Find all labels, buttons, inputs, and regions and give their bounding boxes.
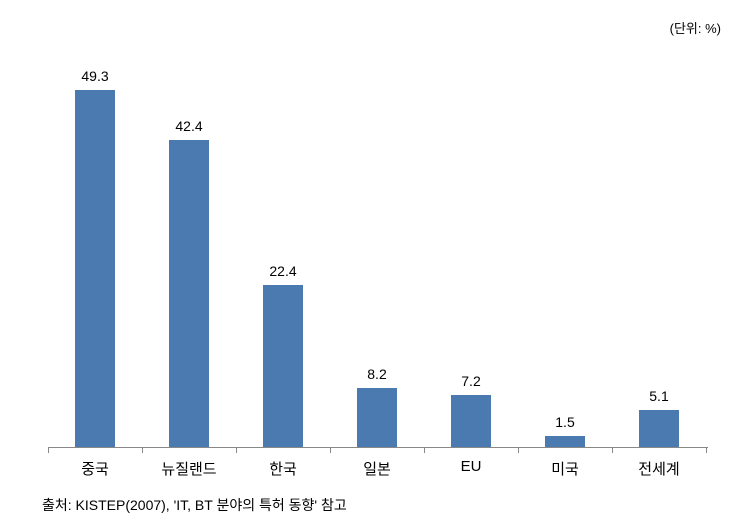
axis-tick xyxy=(142,448,143,453)
axis-tick xyxy=(518,448,519,453)
bar xyxy=(75,90,115,447)
x-axis-label: 일본 xyxy=(330,458,424,479)
bar-value-label: 7.2 xyxy=(461,373,480,389)
bar-group: 49.3 xyxy=(48,50,142,447)
x-axis-label: 중국 xyxy=(48,458,142,479)
bar-group: 7.2 xyxy=(424,50,518,447)
x-axis-label: EU xyxy=(424,458,518,475)
x-axis-label: 한국 xyxy=(236,458,330,479)
bar xyxy=(451,395,491,447)
bar-value-label: 42.4 xyxy=(175,118,202,134)
chart-plot-area: 49.3 42.4 22.4 8.2 7.2 1.5 5.1 xyxy=(48,50,708,448)
bar xyxy=(639,410,679,447)
axis-tick xyxy=(48,448,49,453)
bar xyxy=(545,436,585,447)
bar-group: 22.4 xyxy=(236,50,330,447)
axis-tick xyxy=(330,448,331,453)
axis-tick xyxy=(424,448,425,453)
x-axis-label: 뉴질랜드 xyxy=(142,458,236,479)
x-axis-labels: 중국뉴질랜드한국일본EU미국전세계 xyxy=(48,452,708,480)
x-axis-label: 미국 xyxy=(518,458,612,479)
source-citation: 출처: KISTEP(2007), 'IT, BT 분야의 특허 동향' 참고 xyxy=(42,495,347,515)
bar-value-label: 22.4 xyxy=(269,263,296,279)
bar-group: 8.2 xyxy=(330,50,424,447)
axis-tick xyxy=(612,448,613,453)
axis-tick xyxy=(236,448,237,453)
bar xyxy=(263,285,303,447)
x-axis-label: 전세계 xyxy=(612,458,706,479)
bar-group: 1.5 xyxy=(518,50,612,447)
unit-label: (단위: %) xyxy=(670,18,721,37)
bar-value-label: 1.5 xyxy=(555,414,574,430)
axis-tick xyxy=(706,448,707,453)
bar-value-label: 5.1 xyxy=(649,388,668,404)
bar-value-label: 49.3 xyxy=(81,68,108,84)
bar-group: 5.1 xyxy=(612,50,706,447)
bar-value-label: 8.2 xyxy=(367,366,386,382)
bar xyxy=(169,140,209,447)
bar xyxy=(357,388,397,447)
bar-group: 42.4 xyxy=(142,50,236,447)
